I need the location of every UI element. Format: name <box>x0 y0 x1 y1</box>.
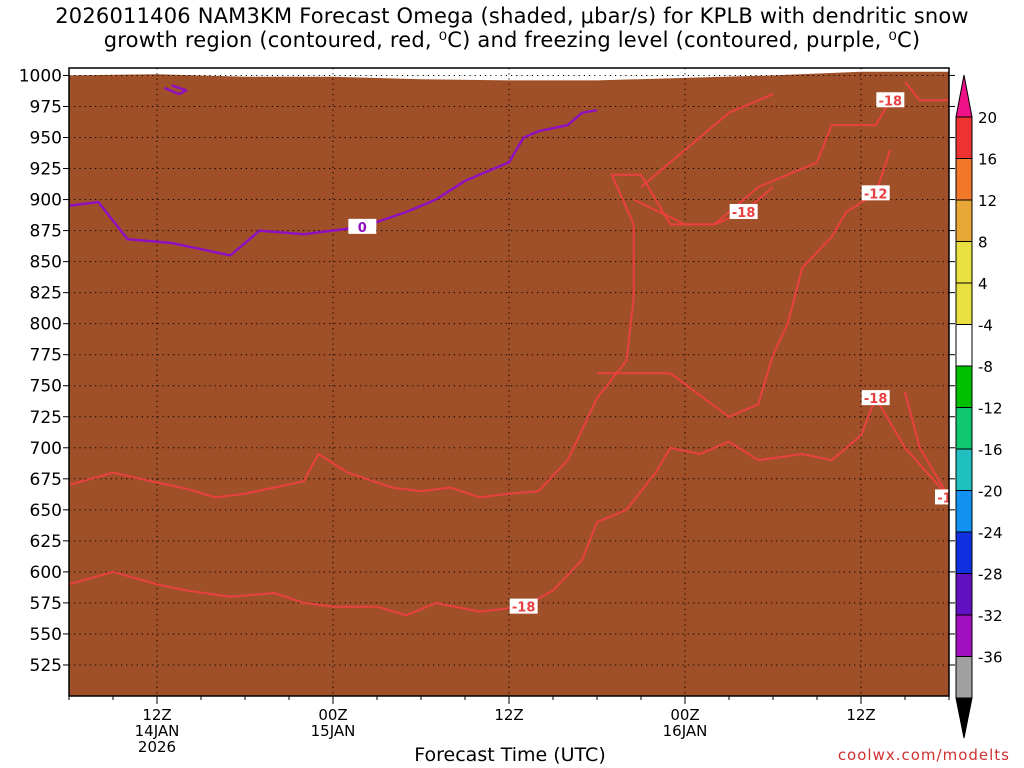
dgz-label-1: -18 <box>937 491 961 506</box>
colorbar-label-8: -16 <box>978 441 1003 459</box>
colorbar-label-2: 12 <box>978 192 997 210</box>
dgz-contour-3 <box>633 186 774 226</box>
freezing-label-0-bg <box>348 218 377 234</box>
freezing-label-0: 0 <box>358 221 367 236</box>
dgz-contour-2 <box>597 149 892 418</box>
terrain-fill <box>69 71 949 696</box>
dgz-label-0-bg <box>509 598 538 614</box>
dgz-label-0: -18 <box>512 601 536 616</box>
x-axis-label: Forecast Time (UTC) <box>414 744 606 766</box>
colorbar-segment-8 <box>955 407 973 450</box>
y-tick-label-675: 675 <box>30 470 62 490</box>
y-tick-label-925: 925 <box>30 160 62 180</box>
contour-layer: -18 -18 -18 -12 -18 -18 0 <box>69 81 961 617</box>
colorbar-label-10: -24 <box>978 524 1003 542</box>
colorbar-segment-4 <box>955 241 973 284</box>
x-tick-label-42-1: 16JAN <box>663 722 708 740</box>
colorbar-segment-13 <box>955 614 973 657</box>
y-tick-label-750: 750 <box>30 377 62 397</box>
colorbar-label-13: -36 <box>978 649 1003 667</box>
colorbar-label-5: -4 <box>978 317 993 335</box>
colorbar-segment-10 <box>955 490 973 533</box>
y-tick-label-825: 825 <box>30 284 62 304</box>
dgz-contour-5 <box>904 81 949 102</box>
colorbar-label-3: 8 <box>978 234 988 252</box>
dgz-contour-1 <box>69 99 892 499</box>
y-tick-label-550: 550 <box>30 625 62 645</box>
freezing-contour-1 <box>163 84 188 96</box>
credit-link[interactable]: coolwx.com/modelts <box>837 746 1010 764</box>
dgz-label-3-bg <box>861 185 890 201</box>
colorbar-label-6: -8 <box>978 358 993 376</box>
colorbar-label-0: 20 <box>978 109 997 127</box>
y-tick-label-1000: 1000 <box>19 66 62 86</box>
x-tick-label-6-1: 14JAN <box>135 722 180 740</box>
colorbar-label-11: -28 <box>978 566 1003 584</box>
x-tick-label-42-0: 00Z <box>670 706 699 724</box>
dgz-label-2-bg <box>861 390 890 406</box>
colorbar-label-4: 4 <box>978 275 988 293</box>
dgz-label-4: -18 <box>732 206 756 221</box>
chart-title-line1: 2026011406 NAM3KM Forecast Omega (shaded… <box>55 4 969 28</box>
y-tick-label-900: 900 <box>30 191 62 211</box>
y-tick-label-575: 575 <box>30 594 62 614</box>
y-tick-label-975: 975 <box>30 97 62 117</box>
x-tick-label-30-0: 12Z <box>494 706 523 724</box>
y-tick-label-775: 775 <box>30 346 62 366</box>
y-tick-label-525: 525 <box>30 656 62 676</box>
y-tick-label-725: 725 <box>30 408 62 428</box>
x-tick-label-18-0: 00Z <box>318 706 347 724</box>
dgz-contour-0 <box>69 397 949 617</box>
terrain-layer <box>69 71 949 696</box>
y-tick-label-850: 850 <box>30 253 62 273</box>
x-tick-label-18-1: 15JAN <box>311 722 356 740</box>
colorbar-segment-2 <box>955 158 973 201</box>
chart-title-line2: growth region (contoured, red, ⁰C) and f… <box>103 28 921 52</box>
colorbar-segment-7 <box>955 365 973 408</box>
dgz-label-3: -12 <box>864 187 888 202</box>
colorbar-segment-9 <box>955 448 973 491</box>
dgz-label-4-bg <box>729 203 758 219</box>
colorbar-bottom-arrow <box>955 697 973 739</box>
x-tick-label-54-0: 12Z <box>846 706 875 724</box>
colorbar-segment-11 <box>955 531 973 574</box>
colorbar-top-arrow <box>955 74 973 118</box>
dgz-label-2: -18 <box>864 392 888 407</box>
y-tick-label-950: 950 <box>30 129 62 149</box>
y-axis: 525 550 575 600 625 650 675 700 725 750 775 800 825 8… <box>19 66 955 676</box>
dgz-label-5-bg <box>876 92 905 108</box>
x-tick-label-6-2: 2026 <box>138 738 176 756</box>
dgz-contour-6 <box>904 391 949 498</box>
y-tick-label-875: 875 <box>30 222 62 242</box>
freezing-contour-0 <box>69 108 598 257</box>
colorbar-label-1: 16 <box>978 151 997 169</box>
y-tick-label-700: 700 <box>30 439 62 459</box>
colorbar: 20 16 12 8 4 -4 -8 -12 -16 -20 -24 -28 -32 -36 <box>955 74 1003 739</box>
y-tick-label-650: 650 <box>30 501 62 521</box>
colorbar-label-9: -20 <box>978 483 1003 501</box>
colorbar-label-7: -12 <box>978 400 1003 418</box>
dgz-contour-4 <box>640 93 774 188</box>
colorbar-segment-12 <box>955 573 973 616</box>
x-tick-label-6-0: 12Z <box>142 706 171 724</box>
colorbar-segment-14 <box>955 656 973 699</box>
dgz-label-1-bg <box>935 489 949 505</box>
colorbar-segment-1 <box>955 116 973 159</box>
colorbar-segment-5 <box>955 282 973 325</box>
colorbar-segment-3 <box>955 199 973 242</box>
colorbar-segment-6 <box>955 324 973 367</box>
y-tick-label-625: 625 <box>30 532 62 552</box>
y-tick-label-600: 600 <box>30 563 62 583</box>
y-tick-label-800: 800 <box>30 315 62 335</box>
colorbar-label-12: -32 <box>978 607 1003 625</box>
dgz-label-5: -18 <box>879 94 903 109</box>
chart-title: 2026011406 NAM3KM Forecast Omega (shaded… <box>0 4 1024 52</box>
